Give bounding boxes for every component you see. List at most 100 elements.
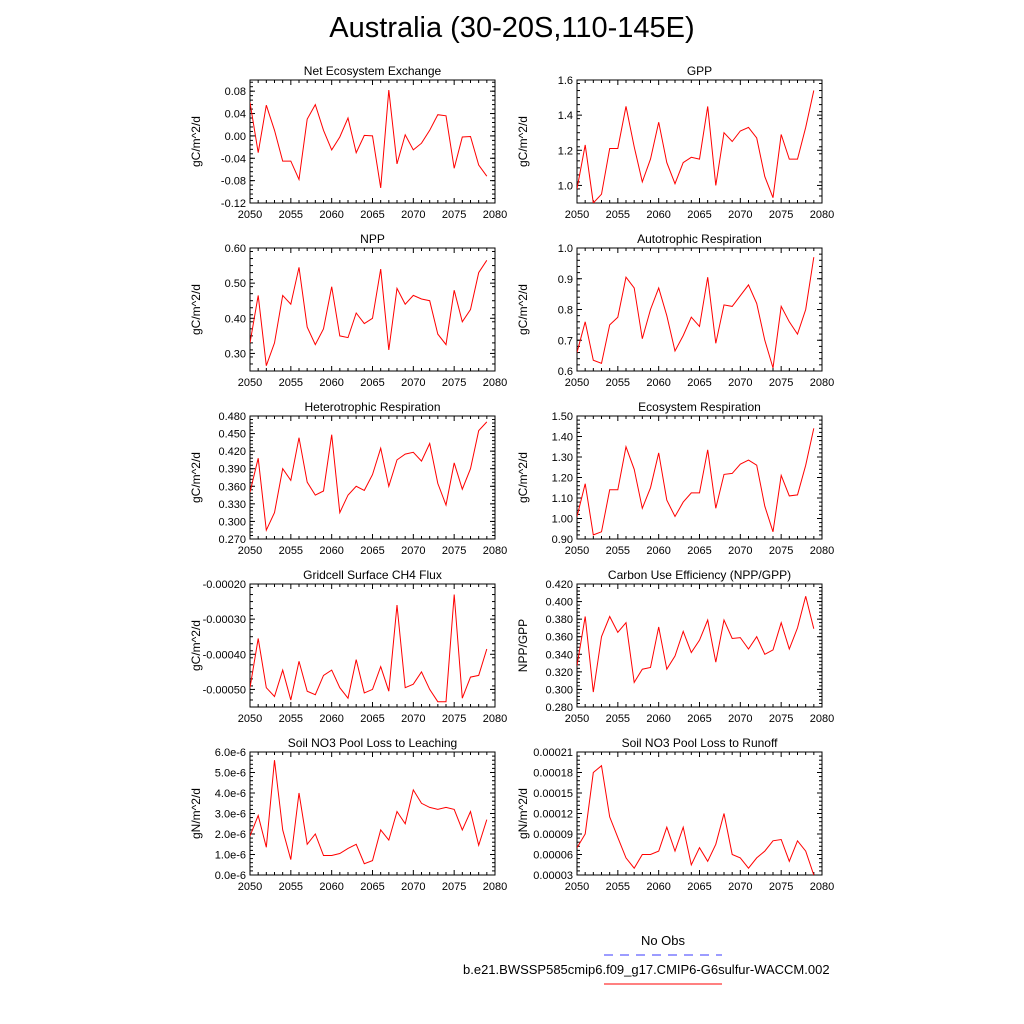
- x-tick-label: 2075: [769, 209, 793, 221]
- y-axis-label: gN/m^2/d: [189, 788, 203, 839]
- x-tick-label: 2060: [646, 209, 670, 221]
- x-tick-label: 2065: [687, 545, 711, 557]
- x-tick-label: 2065: [687, 713, 711, 725]
- panel-title: Net Ecosystem Exchange: [304, 64, 442, 78]
- y-tick-label: 6.0e-6: [215, 747, 246, 759]
- legend-obs-label: No Obs: [640, 933, 686, 948]
- x-tick-label: 2080: [810, 545, 834, 557]
- y-tick-label: 1.50: [552, 411, 573, 423]
- x-tick-label: 2050: [565, 881, 589, 893]
- y-tick-label: 0.50: [225, 278, 246, 290]
- panel-title: NPP: [360, 232, 385, 246]
- series-line: [577, 764, 815, 875]
- y-tick-label: 0.00015: [533, 788, 573, 800]
- y-tick-label: -0.00050: [203, 684, 246, 696]
- x-tick-label: 2070: [401, 377, 425, 389]
- y-tick-label: 0.360: [218, 481, 246, 493]
- y-tick-label: 5.0e-6: [215, 768, 246, 780]
- x-tick-label: 2070: [401, 881, 425, 893]
- y-axis-label: gC/m^2/d: [189, 452, 203, 503]
- y-tick-label: 1.0e-6: [215, 850, 246, 862]
- y-tick-label: 0.00012: [533, 809, 573, 821]
- x-tick-label: 2075: [442, 545, 466, 557]
- y-tick-label: 0.420: [218, 446, 246, 458]
- chart-panel-3: NPP gC/m^2/d 2050 2055 2060 2065 2070 2075 2080 0…: [189, 232, 507, 389]
- y-tick-label: 0.360: [545, 632, 573, 644]
- chart-panel-8: Carbon Use Efficiency (NPP/GPP) NPP/GPP 20…: [516, 568, 834, 725]
- y-tick-label: 1.10: [552, 493, 573, 505]
- y-tick-label: 0.00: [225, 131, 246, 143]
- x-tick-label: 2050: [565, 545, 589, 557]
- y-tick-label: 1.0: [558, 243, 573, 255]
- x-tick-label: 2055: [279, 377, 303, 389]
- x-tick-label: 2070: [401, 209, 425, 221]
- panel-title: Soil NO3 Pool Loss to Leaching: [288, 736, 457, 750]
- y-tick-label: 0.270: [218, 534, 246, 546]
- x-tick-label: 2050: [565, 377, 589, 389]
- y-tick-label: -0.00020: [203, 579, 246, 591]
- chart-panel-2: GPP gC/m^2/d 2050 2055 2060 2065 2070 2075 2080 1…: [516, 64, 834, 221]
- y-tick-label: 0.340: [545, 649, 573, 661]
- series-line: [250, 760, 488, 865]
- legend-model-label: b.e21.BWSSP585cmip6.f09_g17.CMIP6-G6sulf…: [463, 962, 830, 977]
- x-tick-label: 2080: [810, 209, 834, 221]
- chart-panel-10: Soil NO3 Pool Loss to Runoff gN/m^2/d 2050…: [516, 736, 834, 893]
- y-axis-label: gN/m^2/d: [516, 788, 530, 839]
- y-tick-label: 1.0: [558, 180, 573, 192]
- x-tick-label: 2060: [646, 377, 670, 389]
- series-line: [577, 596, 815, 693]
- x-tick-label: 2060: [319, 713, 343, 725]
- chart-panel-5: Heterotrophic Respiration gC/m^2/d 2050 205…: [189, 400, 507, 557]
- panel-title: Soil NO3 Pool Loss to Runoff: [622, 736, 779, 750]
- x-tick-label: 2055: [606, 713, 630, 725]
- x-tick-label: 2060: [646, 881, 670, 893]
- y-tick-label: 0.380: [545, 614, 573, 626]
- y-tick-label: 0.00003: [533, 870, 573, 882]
- x-tick-label: 2075: [442, 713, 466, 725]
- y-tick-label: 0.08: [225, 86, 246, 98]
- x-tick-label: 2080: [810, 713, 834, 725]
- x-tick-label: 2070: [401, 545, 425, 557]
- y-tick-label: 4.0e-6: [215, 788, 246, 800]
- x-tick-label: 2080: [483, 209, 507, 221]
- x-tick-label: 2080: [810, 881, 834, 893]
- x-tick-label: 2055: [606, 209, 630, 221]
- x-tick-label: 2055: [606, 545, 630, 557]
- x-tick-label: 2080: [483, 377, 507, 389]
- y-tick-label: 0.00006: [533, 850, 573, 862]
- y-tick-label: 0.30: [225, 348, 246, 360]
- y-axis-label: gC/m^2/d: [189, 116, 203, 167]
- x-tick-label: 2065: [360, 545, 384, 557]
- x-tick-label: 2060: [646, 545, 670, 557]
- y-axis-label: gC/m^2/d: [516, 284, 530, 335]
- y-axis-label: NPP/GPP: [516, 619, 530, 672]
- y-tick-label: 0.420: [545, 579, 573, 591]
- y-axis-label: gC/m^2/d: [189, 620, 203, 671]
- y-tick-label: -0.08: [221, 176, 246, 188]
- series-line: [250, 260, 488, 366]
- y-tick-label: -0.04: [221, 153, 246, 165]
- series-line: [577, 428, 815, 536]
- y-tick-label: 2.0e-6: [215, 829, 246, 841]
- y-axis-label: gC/m^2/d: [516, 116, 530, 167]
- y-axis-label: gC/m^2/d: [516, 452, 530, 503]
- x-tick-label: 2065: [360, 713, 384, 725]
- y-tick-label: 1.6: [558, 75, 573, 87]
- y-tick-label: 0.00009: [533, 829, 573, 841]
- series-line: [250, 90, 488, 188]
- chart-panel-9: Soil NO3 Pool Loss to Leaching gN/m^2/d 20…: [189, 736, 507, 893]
- y-tick-label: 0.390: [218, 464, 246, 476]
- y-tick-label: 0.0e-6: [215, 870, 246, 882]
- y-tick-label: 0.320: [545, 667, 573, 679]
- series-line: [250, 421, 488, 533]
- x-tick-label: 2080: [483, 713, 507, 725]
- y-tick-label: 0.9: [558, 274, 573, 286]
- x-tick-label: 2050: [238, 377, 262, 389]
- x-tick-label: 2065: [687, 377, 711, 389]
- x-tick-label: 2065: [687, 209, 711, 221]
- y-tick-label: 0.8: [558, 305, 573, 317]
- y-tick-label: 0.60: [225, 243, 246, 255]
- series-line: [577, 90, 815, 203]
- x-tick-label: 2055: [279, 545, 303, 557]
